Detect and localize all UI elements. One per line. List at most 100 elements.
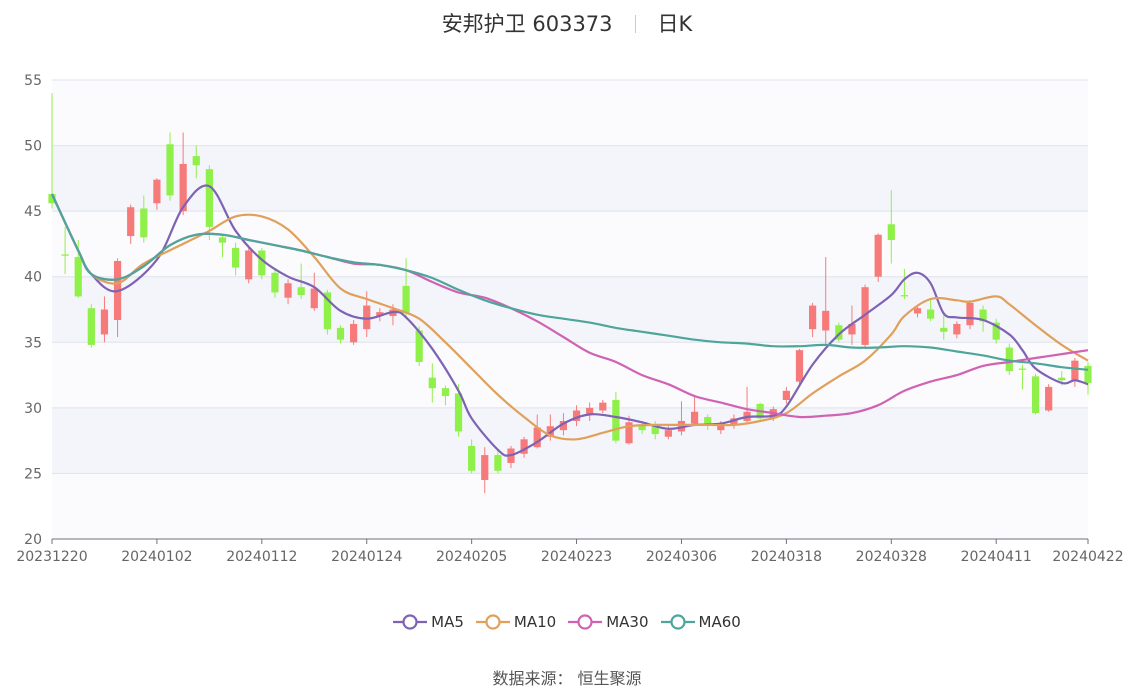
candle	[900, 268, 909, 300]
candle-body	[730, 418, 738, 425]
candle	[245, 246, 253, 284]
candle	[1005, 343, 1013, 376]
candle	[258, 247, 266, 280]
candle-body	[651, 424, 659, 435]
candle-body	[428, 377, 436, 389]
candle	[179, 132, 187, 216]
legend-marker-icon	[568, 614, 603, 630]
ma-lines	[51, 184, 1089, 457]
candle	[704, 414, 712, 431]
period-label: 日K	[657, 12, 693, 36]
candle-body	[61, 254, 69, 256]
candle-body	[874, 234, 882, 277]
candle	[336, 325, 345, 344]
candle	[586, 402, 594, 421]
x-tick-label: 20240306	[646, 549, 717, 565]
candle	[677, 401, 686, 436]
legend-item-ma5[interactable]: MA5	[393, 613, 464, 631]
candle-body	[284, 283, 292, 298]
x-tick-label: 20240124	[331, 549, 402, 565]
candle-body	[1045, 386, 1053, 411]
legend-item-ma30[interactable]: MA30	[568, 613, 649, 631]
plot-band	[52, 473, 1088, 539]
plot-band	[52, 407, 1088, 474]
candle-body	[612, 399, 620, 441]
candle-body	[913, 308, 922, 314]
candle	[402, 258, 410, 318]
candle-body	[310, 288, 318, 309]
candle-body	[992, 322, 1000, 340]
candle-body	[415, 330, 423, 362]
data-source: 数据来源： 恒生聚源	[492, 669, 642, 688]
candle	[953, 321, 961, 339]
candle	[205, 165, 213, 240]
candle-body	[848, 323, 856, 335]
x-tick-label: 20240411	[961, 549, 1032, 565]
x-tick-label: 20240112	[226, 549, 297, 565]
legend-marker-icon	[660, 614, 695, 630]
candle-body	[350, 323, 358, 343]
plot-background	[52, 80, 1088, 539]
candle	[966, 300, 974, 330]
candle-body	[494, 455, 502, 471]
candle	[140, 195, 148, 243]
legend-item-ma60[interactable]: MA60	[660, 613, 741, 631]
candle-body	[153, 179, 161, 204]
candle	[690, 394, 699, 427]
y-tick-label: 45	[24, 204, 42, 220]
candle	[284, 279, 292, 305]
candle-body	[809, 305, 817, 330]
candle	[48, 93, 56, 209]
candle	[1071, 358, 1079, 387]
candle	[192, 145, 200, 179]
y-tick-label: 20	[24, 532, 42, 548]
candle	[166, 132, 174, 201]
candle	[927, 299, 935, 322]
candle-body	[192, 156, 200, 166]
candle-body	[48, 194, 56, 204]
candle	[782, 386, 790, 404]
candle-body	[376, 312, 384, 317]
ma10-line	[51, 193, 1089, 441]
candle	[218, 234, 227, 258]
candle-body	[100, 309, 109, 335]
plot-band	[52, 145, 1088, 212]
plot-band	[52, 80, 1088, 146]
x-tick-label: 20240205	[436, 549, 507, 565]
candle	[87, 304, 95, 348]
candle-body	[782, 390, 790, 400]
candle-body	[258, 250, 266, 276]
candle	[100, 296, 109, 343]
candle-body	[1058, 377, 1066, 381]
candle-body	[74, 257, 82, 297]
candle	[350, 319, 358, 345]
legend-item-ma10[interactable]: MA10	[475, 613, 556, 631]
candle-body	[887, 224, 895, 240]
candle-body	[1084, 365, 1092, 383]
candle-body	[520, 439, 528, 454]
candle	[323, 289, 331, 335]
candle-body	[1031, 376, 1040, 414]
candle	[481, 447, 489, 494]
candle-body	[835, 325, 843, 340]
candle	[874, 233, 882, 282]
candle	[1031, 373, 1040, 415]
candle-body	[140, 208, 148, 238]
candle	[468, 439, 476, 474]
x-tick-label: 20240318	[751, 549, 822, 565]
candle-body	[953, 323, 961, 335]
candle	[1018, 364, 1027, 390]
y-tick-label: 35	[24, 335, 42, 351]
candle	[835, 322, 843, 343]
legend-label: MA30	[606, 613, 649, 631]
candle-body	[664, 430, 672, 437]
candle-body	[402, 285, 410, 314]
candle-body	[940, 327, 948, 332]
candle	[520, 436, 528, 458]
candle-body	[336, 327, 345, 340]
x-tick-label: 20240422	[1052, 549, 1123, 565]
candle-body	[127, 207, 135, 237]
candle-body	[87, 308, 95, 345]
x-tick-label: 20240328	[856, 549, 927, 565]
candle	[940, 313, 948, 340]
